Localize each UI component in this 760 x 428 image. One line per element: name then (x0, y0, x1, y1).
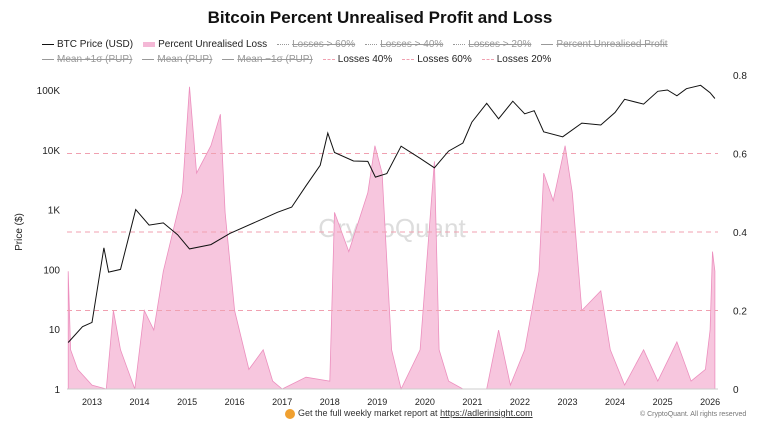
x-tick-label: 2014 (130, 397, 150, 407)
legend-swatch-icon (143, 41, 156, 47)
legend-swatch-icon (453, 43, 466, 45)
footer-text: Get the full weekly market report at (298, 408, 441, 418)
legend-item[interactable]: Percent Unrealised Loss (143, 37, 267, 52)
btc-price-line (67, 84, 716, 343)
legend-label: Losses 40% (337, 54, 393, 65)
footer-link[interactable]: https://adlerinsight.com (440, 408, 533, 418)
legend-label: Mean (PUP) (157, 54, 213, 65)
x-tick-label: 2017 (272, 397, 292, 407)
x-tick-label: 2025 (653, 397, 673, 407)
legend-item[interactable]: Losses > 60% (277, 37, 355, 52)
y2-tick-label: 0 (733, 385, 739, 396)
legend-swatch-icon (142, 58, 155, 60)
x-tick-label: 2022 (510, 397, 530, 407)
x-tick-label: 2023 (557, 397, 577, 407)
legend-item[interactable]: Mean +1σ (PUP) (42, 52, 132, 67)
legend-swatch-icon (365, 43, 378, 45)
legend-item[interactable]: Mean (PUP) (142, 52, 212, 67)
legend-item[interactable]: Losses > 20% (453, 37, 531, 52)
legend-swatch-icon (42, 58, 54, 60)
legend-item[interactable]: Losses 60% (402, 52, 472, 67)
x-tick-label: 2020 (415, 397, 435, 407)
x-tick-label: 2021 (462, 397, 482, 407)
y-tick-label: 100 (43, 265, 60, 276)
x-tick-label: 2016 (225, 397, 245, 407)
y2-tick-label: 0.4 (733, 228, 747, 239)
x-tick-label: 2015 (177, 397, 197, 407)
footer: Get the full weekly market report at htt… (285, 408, 533, 419)
legend-swatch-icon (541, 43, 554, 45)
legend-swatch-icon (42, 43, 54, 45)
x-tick-label: 2019 (367, 397, 387, 407)
x-tick-label: 2026 (700, 397, 720, 407)
legend-item[interactable]: BTC Price (USD) (42, 37, 133, 52)
legend-label: Losses > 20% (468, 39, 532, 50)
legend-label: BTC Price (USD) (57, 39, 134, 50)
legend-swatch-icon (277, 43, 290, 45)
legend-label: Losses > 40% (380, 39, 444, 50)
legend-item[interactable]: Losses 20% (481, 52, 552, 67)
y2-tick-label: 0.6 (733, 150, 747, 161)
y-tick-label: 100K (37, 86, 61, 97)
chart-title: Bitcoin Percent Unrealised Profit and Lo… (207, 8, 553, 27)
y-tick-label: 1 (54, 385, 60, 396)
x-tick-label: 2013 (82, 397, 102, 407)
legend: BTC Price (USD) Percent Unrealised Loss Lo… (42, 37, 742, 67)
legend-swatch-icon (402, 58, 415, 60)
legend-item[interactable]: Percent Unrealised Profit (541, 37, 668, 52)
legend-item[interactable]: Losses > 40% (365, 37, 443, 52)
legend-item[interactable]: Mean −1σ (PUP) (222, 52, 313, 67)
legend-item[interactable]: Losses 40% (322, 52, 393, 67)
x-tick-label: 2024 (605, 397, 625, 407)
y-tick-label: 1K (48, 206, 61, 217)
legend-label: Percent Unrealised Profit (556, 39, 668, 50)
legend-label: Losses 60% (417, 54, 472, 65)
x-tick-label: 2018 (320, 397, 340, 407)
percent-unrealised-loss-area (67, 86, 716, 391)
legend-label: Losses 20% (496, 54, 552, 65)
y2-tick-label: 0.8 (733, 71, 747, 82)
logo-icon (285, 408, 295, 419)
legend-swatch-icon (322, 58, 335, 60)
y2-tick-label: 0.2 (733, 307, 747, 318)
y-tick-label: 10 (49, 325, 61, 336)
legend-swatch-icon (222, 58, 235, 60)
legend-label: Percent Unrealised Loss (158, 39, 268, 50)
copyright: © CryptoQuant. All rights reserved (640, 411, 747, 418)
y-axis-label: Price ($) (14, 213, 25, 251)
legend-swatch-icon (481, 58, 494, 60)
legend-label: Mean −1σ (PUP) (237, 54, 313, 65)
legend-label: Mean +1σ (PUP) (57, 54, 133, 65)
y-tick-label: 10K (42, 146, 60, 157)
legend-label: Losses > 60% (292, 39, 356, 50)
